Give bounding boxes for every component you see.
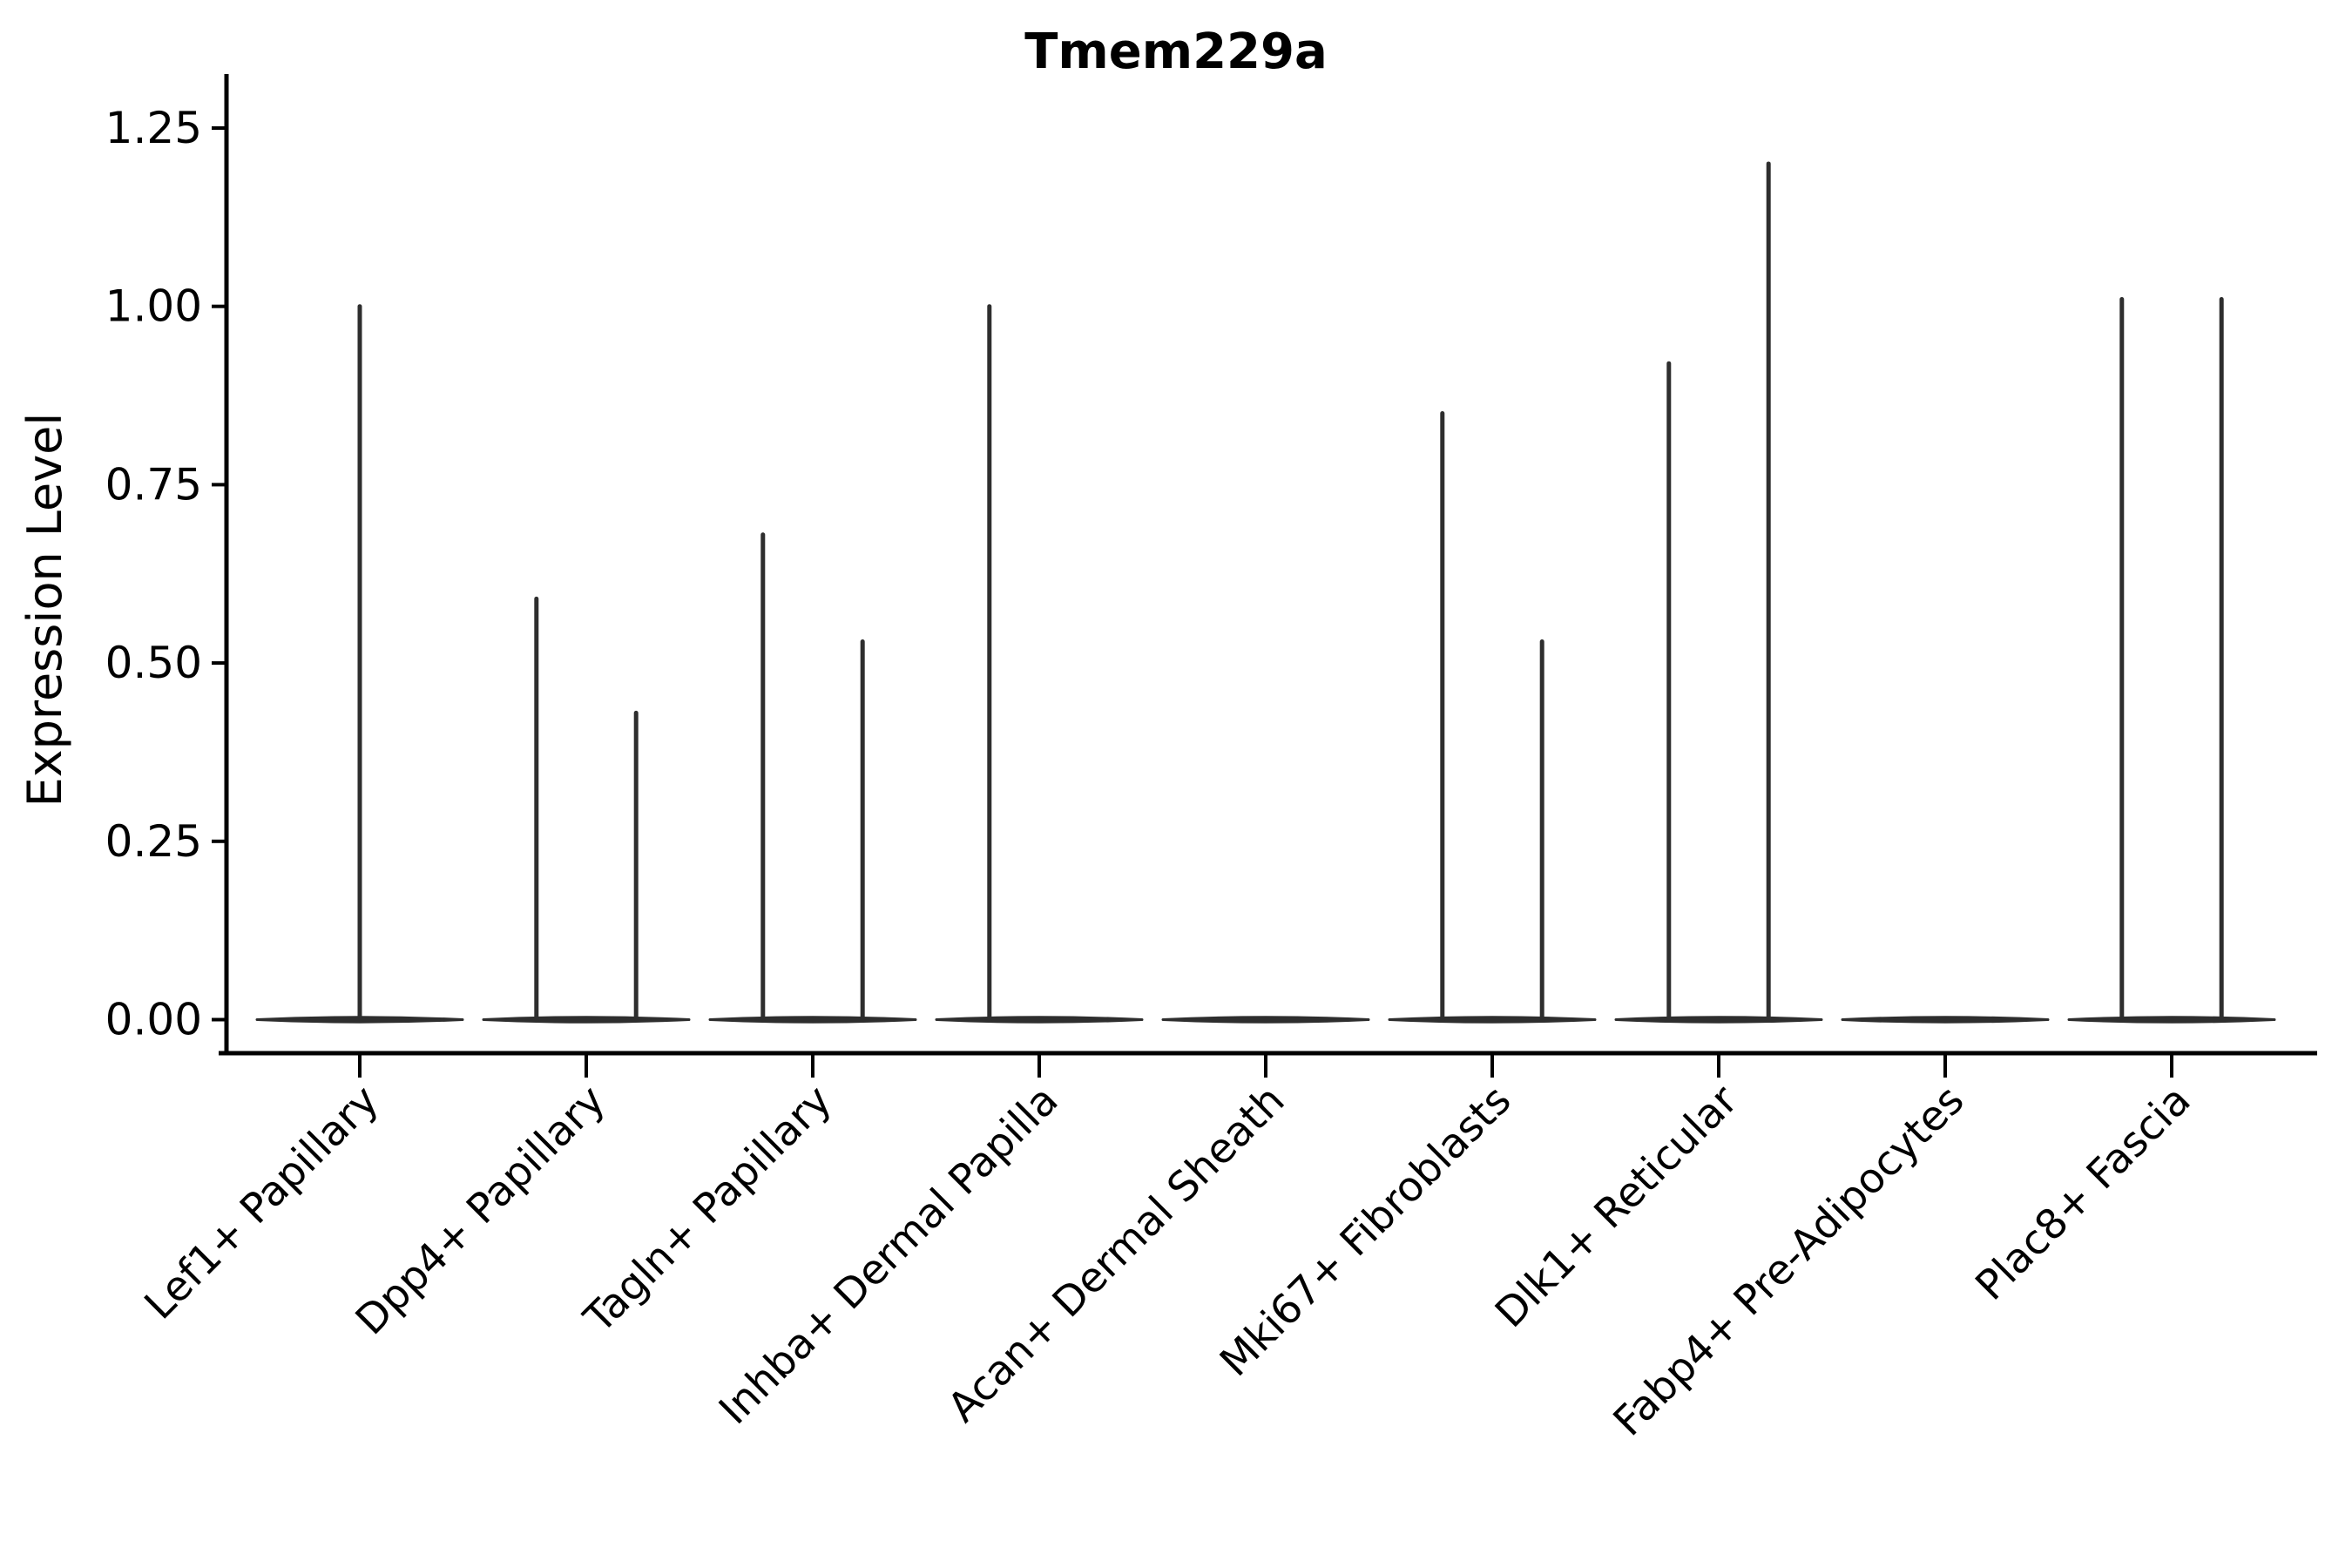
y-tick-label: 0.50 <box>105 638 202 688</box>
violin-baseline <box>1614 1016 1823 1024</box>
violin-baseline <box>482 1016 691 1024</box>
x-tick-label: Dpp4+ Papillary <box>347 1077 615 1345</box>
y-axis: 0.00 0.25 0.50 0.75 1.00 1.25 <box>105 103 225 1045</box>
y-tick-label: 0.00 <box>105 995 202 1045</box>
axes-spines <box>219 74 2317 1056</box>
x-tick-label: Lef1+ Papillary <box>136 1077 389 1329</box>
y-tick-label: 1.25 <box>105 103 202 153</box>
chart-title: Tmem229a <box>1024 24 1328 80</box>
violin-baseline <box>1161 1016 1370 1024</box>
y-tick-label: 1.00 <box>105 281 202 332</box>
violin-baseline <box>2067 1016 2276 1024</box>
y-axis-label: Expression Level <box>17 413 72 808</box>
x-tick-label: Plac8+ Fascia <box>1967 1077 2200 1310</box>
x-tick-label: Dlk1+ Reticular <box>1486 1076 1747 1337</box>
violin-baseline <box>935 1016 1144 1024</box>
y-tick-label: 0.75 <box>105 459 202 510</box>
y-tick-label: 0.25 <box>105 816 202 867</box>
x-tick-label: Tagln+ Papillary <box>575 1077 841 1343</box>
violin-baseline <box>1388 1016 1597 1024</box>
violin-baseline <box>708 1016 917 1024</box>
violins-group <box>255 161 2276 1024</box>
violin-baseline <box>1841 1016 2050 1024</box>
